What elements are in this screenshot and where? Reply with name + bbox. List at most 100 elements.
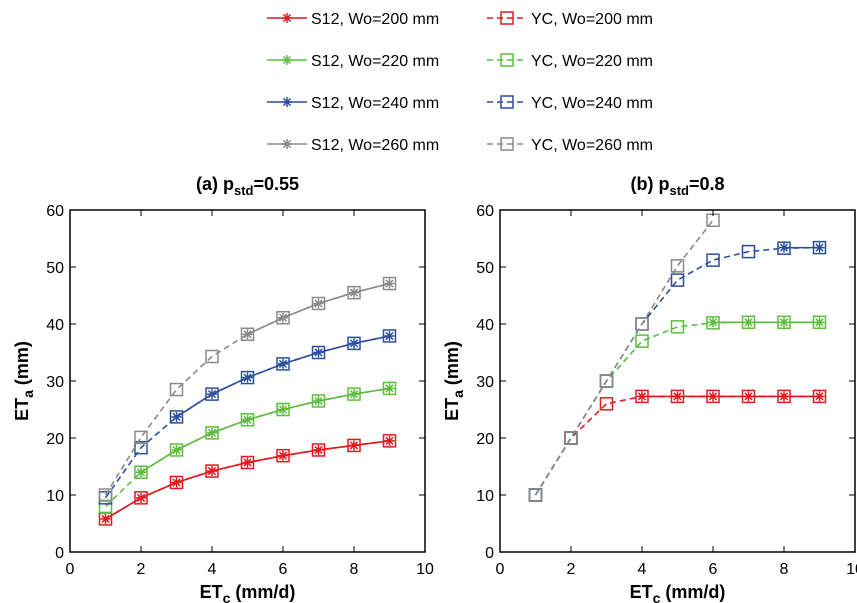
y-tick-label: 20 (46, 431, 64, 448)
panel-title-value: =0.55 (253, 174, 299, 194)
data-point (205, 349, 219, 364)
data-point-box (564, 431, 578, 445)
data-point-box (706, 316, 720, 330)
data-point (171, 477, 182, 488)
x-tick-label: 8 (350, 561, 359, 578)
data-point-box (635, 334, 649, 348)
data-point (347, 438, 361, 453)
data-point-box (635, 317, 649, 331)
data-point (169, 382, 184, 397)
x-axis-label-main: ET (200, 582, 223, 602)
data-point (670, 320, 685, 334)
panel-title-sub: std (669, 183, 689, 198)
x-axis-label-sub: c (223, 590, 231, 603)
x-tick-label: 8 (780, 561, 789, 578)
data-point (240, 455, 255, 470)
y-tick-label: 60 (476, 203, 494, 220)
panel-title-value: =0.8 (689, 174, 725, 194)
data-point (311, 443, 326, 457)
data-point (564, 431, 578, 445)
data-point-stroke (349, 389, 359, 399)
data-point (670, 273, 685, 287)
data-point-box (670, 389, 685, 404)
data-point (278, 358, 288, 369)
data-point-box (169, 382, 184, 397)
panel-title-var: p (658, 174, 669, 194)
x-tick-label: 4 (638, 561, 647, 578)
data-point (240, 413, 255, 427)
data-point-box (205, 387, 219, 401)
legend-label: YC, Wo=220 mm (531, 53, 653, 70)
data-point-box (599, 374, 614, 388)
series-line (104, 387, 390, 507)
data-point-box (741, 244, 756, 259)
y-tick-label: 40 (476, 317, 494, 334)
legend-item: S12, Wo=220 mm (267, 53, 439, 70)
x-tick-label: 6 (279, 561, 288, 578)
data-point (812, 240, 827, 255)
data-point (706, 316, 720, 330)
data-point-stroke (278, 313, 288, 322)
data-point (240, 327, 255, 342)
data-point (276, 357, 290, 371)
data-point (134, 491, 148, 505)
legend-label: S12, Wo=200 mm (311, 11, 439, 28)
x-tick-label: 2 (137, 561, 146, 578)
data-point-box (347, 387, 361, 401)
data-point-stroke (744, 318, 753, 327)
data-point-box (777, 241, 791, 255)
data-point (812, 315, 827, 330)
data-point (311, 394, 326, 408)
data-point-stroke (278, 359, 288, 369)
y-tick-label: 10 (476, 488, 494, 505)
series-line (534, 246, 820, 496)
data-point (670, 389, 685, 404)
data-point (777, 241, 791, 255)
data-point (706, 253, 720, 267)
y-axis-label-unit: (mm) (442, 341, 462, 390)
data-point (278, 312, 288, 323)
x-tick-label: 0 (66, 561, 75, 578)
data-point-box (205, 464, 219, 478)
data-point-stroke (385, 436, 394, 445)
data-point (242, 414, 253, 425)
data-point-box (169, 475, 184, 490)
legend-item: S12, Wo=200 mm (267, 11, 439, 28)
y-axis-label-main: ET (442, 398, 462, 421)
data-point (205, 426, 219, 440)
legend-marker (500, 95, 514, 109)
data-point-box (812, 389, 827, 404)
legend-label: YC, Wo=240 mm (531, 95, 653, 112)
x-axis-label-main: ET (630, 582, 653, 602)
x-tick-label: 6 (709, 561, 718, 578)
data-point (777, 389, 791, 404)
data-point-box (134, 465, 148, 479)
series-group (98, 276, 397, 526)
data-point (276, 402, 290, 417)
data-point-box (311, 394, 326, 408)
series-line (534, 395, 820, 496)
data-point-box (240, 327, 255, 342)
data-point-box (741, 315, 756, 330)
data-point-stroke (673, 392, 682, 401)
y-tick-label: 30 (46, 374, 64, 391)
x-tick-label: 0 (496, 561, 505, 578)
data-point-box (670, 259, 685, 273)
legend-label: S12, Wo=220 mm (311, 53, 439, 70)
y-tick-label: 0 (55, 545, 64, 562)
data-point (528, 488, 543, 502)
x-tick-label: 2 (567, 561, 576, 578)
legend-label: YC, Wo=200 mm (531, 11, 653, 28)
data-point (311, 345, 326, 360)
series-line (105, 440, 390, 520)
legend-marker (282, 97, 292, 107)
legend-marker-box (500, 137, 514, 151)
data-point-box (635, 389, 649, 404)
data-point (812, 389, 827, 404)
data-point (384, 330, 395, 341)
data-point-box (777, 315, 791, 330)
data-point (384, 278, 395, 289)
data-point-box (205, 426, 219, 440)
data-point-box (382, 381, 397, 396)
y-axis-label-sub: a (450, 390, 466, 398)
